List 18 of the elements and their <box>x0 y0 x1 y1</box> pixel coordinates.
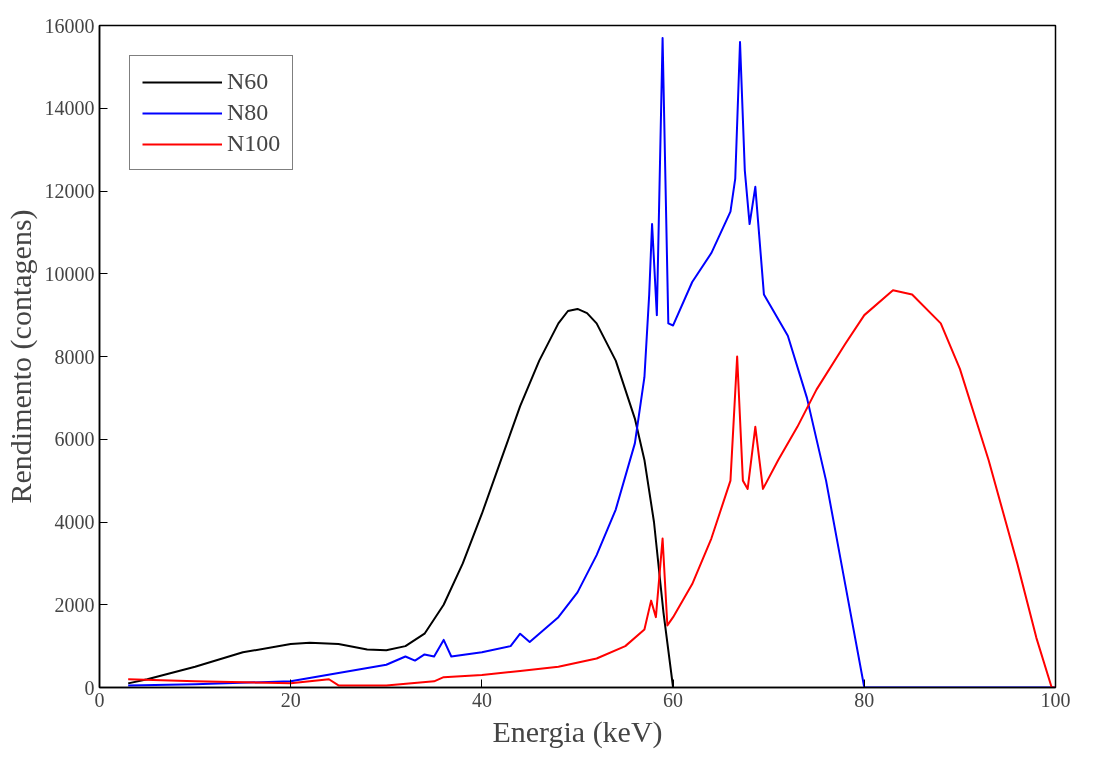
y-tick-label: 8000 <box>54 345 95 368</box>
x-tick-label: 20 <box>280 688 301 711</box>
y-tick-label: 14000 <box>44 97 95 120</box>
y-tick-label: 2000 <box>54 593 95 616</box>
legend-label: N60 <box>227 68 269 95</box>
legend-label: N100 <box>227 130 281 157</box>
x-tick-label: 40 <box>471 688 492 711</box>
y-tick-label: 4000 <box>54 511 95 533</box>
y-tick-label: 16000 <box>44 14 95 37</box>
x-tick-label: 100 <box>1040 688 1071 711</box>
legend-label: N80 <box>227 99 269 126</box>
y-axis-title: Rendimento (contagens) <box>3 209 38 504</box>
y-tick-label: 6000 <box>54 428 95 451</box>
x-axis-title: Energia (keV) <box>492 714 663 749</box>
x-tick-label: 60 <box>663 688 684 711</box>
y-tick-label: 10000 <box>44 262 95 285</box>
y-tick-label: 12000 <box>44 180 95 202</box>
x-tick-label: 80 <box>854 688 875 711</box>
